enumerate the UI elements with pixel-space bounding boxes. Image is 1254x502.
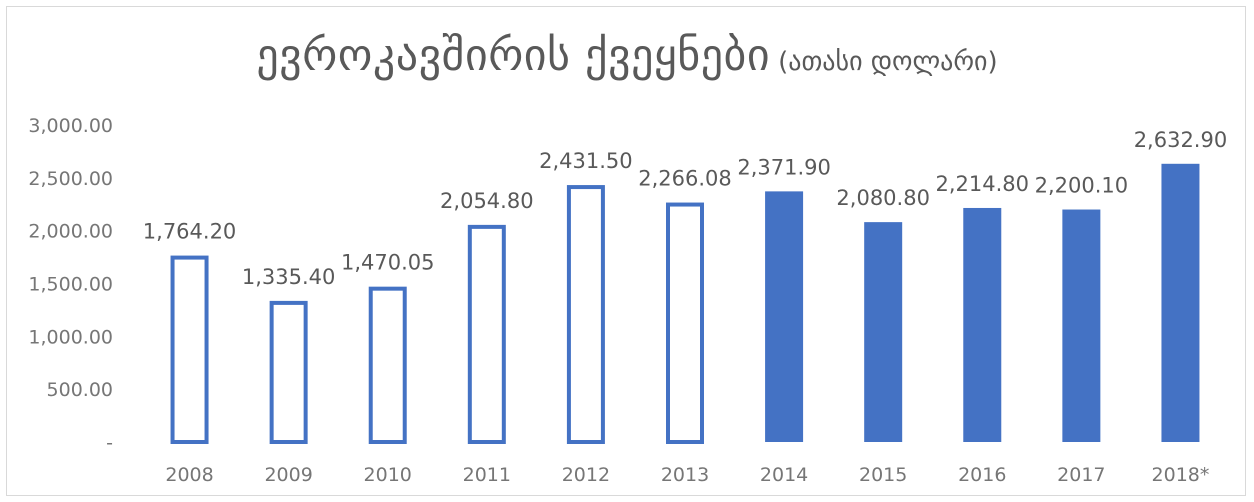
bar xyxy=(1161,163,1200,443)
bar xyxy=(864,222,903,442)
x-tick-label: 2017 xyxy=(1057,464,1105,486)
data-label: 2,371.90 xyxy=(737,155,831,179)
y-tick-label: 1,000.00 xyxy=(28,326,113,348)
bar xyxy=(765,191,804,442)
chart-title-main: ევროკავშირის ქვეყნები xyxy=(256,30,771,81)
data-label: 2,431.50 xyxy=(539,149,633,173)
bar xyxy=(963,207,1002,442)
x-axis: 2008 2009 2010 2011 2012 2013 2014 2015 2016 2017… xyxy=(165,464,1209,486)
data-label: 1,764.20 xyxy=(143,220,237,244)
y-tick-label: 2,000.00 xyxy=(28,221,113,243)
data-label: 1,335.40 xyxy=(242,265,336,289)
x-tick-label: 2010 xyxy=(364,464,412,486)
x-tick-label: 2012 xyxy=(562,464,610,486)
y-tick-label: 1,500.00 xyxy=(28,274,113,296)
bar xyxy=(170,255,209,444)
data-label: 2,080.80 xyxy=(836,186,930,210)
bar xyxy=(566,185,605,444)
chart-title: ევროკავშირის ქვეყნები (ათასი დოლარი) xyxy=(0,30,1254,81)
bar xyxy=(368,286,407,444)
data-label: 2,266.08 xyxy=(638,167,732,191)
x-tick-label: 2008 xyxy=(165,464,213,486)
bar xyxy=(269,300,308,444)
x-tick-label: 2018* xyxy=(1152,464,1210,486)
data-label: 2,632.90 xyxy=(1134,128,1228,152)
data-label: 1,470.05 xyxy=(341,251,435,275)
bars xyxy=(170,163,1200,444)
data-label: 2,054.80 xyxy=(440,189,534,213)
y-tick-label: 500.00 xyxy=(47,379,113,401)
x-tick-label: 2013 xyxy=(661,464,709,486)
y-tick-label: - xyxy=(106,432,113,454)
bar xyxy=(666,202,704,444)
y-tick-label: 3,000.00 xyxy=(28,115,113,137)
x-tick-label: 2014 xyxy=(760,464,808,486)
data-labels: 1,764.201,335.401,470.05 2,054.802,431.50… xyxy=(143,128,1227,289)
x-tick-label: 2011 xyxy=(463,464,511,486)
chart-frame xyxy=(6,6,1246,496)
x-tick-label: 2015 xyxy=(859,464,907,486)
bar xyxy=(1062,209,1101,442)
chart-subtitle: (ათასი დოლარი) xyxy=(778,47,998,77)
x-tick-label: 2016 xyxy=(958,464,1006,486)
bar xyxy=(467,224,506,444)
data-label: 2,200.10 xyxy=(1035,174,1129,198)
y-axis: - 500.00 1,000.00 1,500.00 2,000.00 2,500.00 3… xyxy=(28,115,113,454)
x-tick-label: 2009 xyxy=(264,464,312,486)
data-label: 2,214.80 xyxy=(936,172,1030,196)
y-tick-label: 2,500.00 xyxy=(28,168,113,190)
